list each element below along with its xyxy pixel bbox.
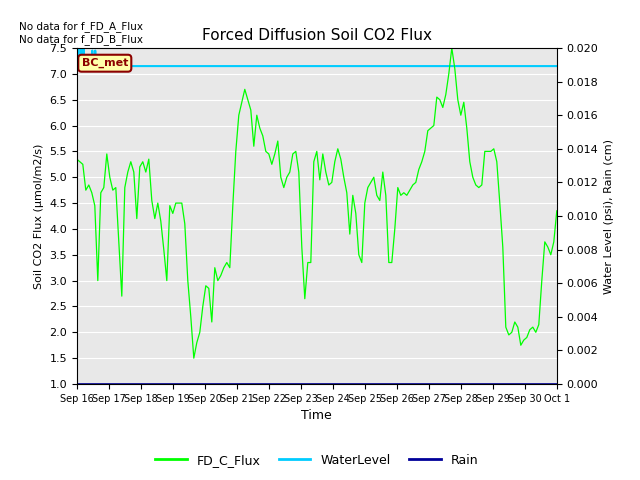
WaterLevel <box>88 63 95 69</box>
WaterLevel <box>92 60 100 66</box>
WaterLevel <box>80 45 88 51</box>
Y-axis label: Water Level (psi), Rain (cm): Water Level (psi), Rain (cm) <box>604 139 614 293</box>
WaterLevel <box>79 63 86 69</box>
WaterLevel <box>92 48 99 53</box>
FD_C_Flux <box>190 355 198 361</box>
FD_C_Flux <box>535 322 543 327</box>
WaterLevel <box>90 63 98 69</box>
Line: WaterLevel: WaterLevel <box>77 48 557 66</box>
FD_C_Flux <box>553 208 561 214</box>
WaterLevel <box>76 63 84 69</box>
FD_C_Flux <box>448 45 456 51</box>
Rain <box>76 381 84 387</box>
FD_C_Flux <box>73 156 81 162</box>
WaterLevel <box>81 63 88 69</box>
WaterLevel <box>73 63 81 69</box>
WaterLevel <box>82 63 90 69</box>
WaterLevel <box>75 63 83 69</box>
Rain <box>73 381 81 387</box>
WaterLevel <box>95 63 102 69</box>
WaterLevel <box>90 60 97 66</box>
Legend: FD_C_Flux, WaterLevel, Rain: FD_C_Flux, WaterLevel, Rain <box>150 449 483 472</box>
WaterLevel <box>74 45 81 51</box>
Y-axis label: Soil CO2 Flux (μmol/m2/s): Soil CO2 Flux (μmol/m2/s) <box>34 144 44 288</box>
X-axis label: Time: Time <box>301 409 332 422</box>
FD_C_Flux <box>208 319 216 325</box>
Text: No data for f_FD_B_Flux: No data for f_FD_B_Flux <box>19 35 143 46</box>
WaterLevel <box>77 45 84 51</box>
FD_C_Flux <box>502 324 509 330</box>
WaterLevel <box>553 63 561 69</box>
FD_C_Flux <box>253 112 260 118</box>
FD_C_Flux <box>478 182 486 188</box>
Line: FD_C_Flux: FD_C_Flux <box>77 48 557 358</box>
Title: Forced Diffusion Soil CO2 Flux: Forced Diffusion Soil CO2 Flux <box>202 28 432 43</box>
FD_C_Flux <box>235 112 243 118</box>
Text: BC_met: BC_met <box>82 58 128 68</box>
WaterLevel <box>77 63 85 69</box>
Text: No data for f_FD_A_Flux: No data for f_FD_A_Flux <box>19 21 143 32</box>
WaterLevel <box>88 48 96 53</box>
